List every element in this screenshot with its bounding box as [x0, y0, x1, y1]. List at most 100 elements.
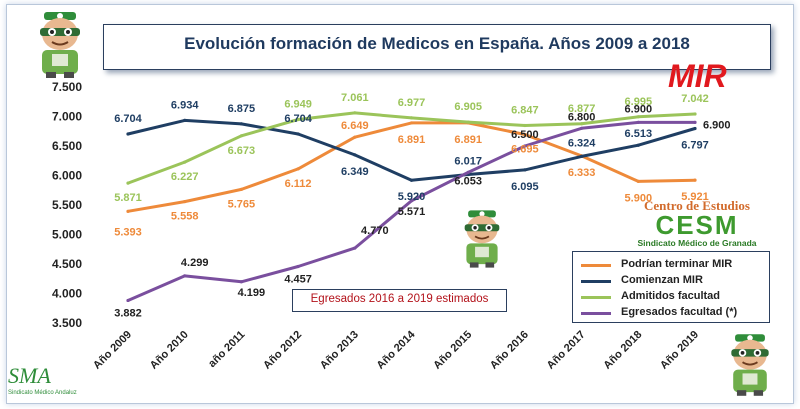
cesm-logo-subtitle: Sindicato Médico de Granada [637, 238, 757, 248]
data-label: 6.900 [625, 103, 653, 115]
data-label: 6.704 [284, 113, 312, 125]
x-tick-label: Año 2013 [318, 329, 361, 372]
data-label: 6.095 [511, 181, 539, 193]
cesm-logo: Centro de Estudios CESM Sindicato Médico… [623, 198, 771, 250]
data-point [523, 144, 527, 148]
data-point [183, 274, 187, 278]
series-lines [126, 111, 697, 303]
data-point [636, 120, 640, 124]
data-point [636, 179, 640, 183]
data-point [296, 117, 300, 122]
data-point [523, 123, 527, 128]
data-label: 6.934 [171, 99, 199, 111]
chart-frame [6, 4, 794, 404]
x-tick-label: Año 2016 [488, 329, 531, 372]
data-label: 6.797 [681, 139, 709, 151]
x-tick-label: Año 2018 [601, 329, 644, 372]
data-label: 6.905 [454, 101, 482, 113]
y-axis: 3.500 4.000 4.500 5.000 5.500 6.000 6.500 7.000… [52, 80, 82, 330]
legend-swatch [581, 296, 611, 299]
data-label: 6.875 [228, 103, 256, 115]
data-label: 5.558 [171, 211, 199, 223]
y-tick-label: 7.500 [52, 80, 82, 94]
data-point [296, 264, 300, 269]
data-point [239, 187, 243, 191]
data-label: 4.770 [361, 225, 389, 237]
x-tick-label: Año 2019 [658, 329, 701, 372]
data-label: 5.871 [114, 192, 142, 204]
data-point [409, 178, 414, 182]
data-label: 4.457 [284, 274, 312, 286]
y-tick-label: 6.500 [52, 139, 82, 153]
data-label: 6.695 [511, 143, 539, 155]
data-point [353, 135, 357, 139]
data-label: 6.017 [454, 155, 482, 167]
cesm-logo-mark: CESM [655, 210, 739, 240]
estimate-note: Egresados 2016 a 2019 estimados [310, 293, 489, 305]
data-point [466, 170, 470, 174]
data-label: 6.649 [341, 120, 369, 132]
data-label: 6.847 [511, 105, 539, 117]
data-label: 6.112 [285, 178, 312, 190]
data-label: 6.900 [703, 119, 731, 131]
data-point [126, 209, 130, 213]
y-tick-label: 4.000 [52, 287, 82, 301]
data-label: 4.299 [181, 257, 209, 269]
x-tick-label: año 2011 [206, 329, 247, 370]
data-label: 5.900 [625, 192, 653, 204]
data-label: 6.891 [454, 134, 482, 146]
data-point [296, 167, 300, 171]
data-label: 6.704 [114, 113, 142, 125]
x-tick-label: Año 2010 [148, 329, 191, 372]
doctor-mascot-icon [731, 334, 769, 396]
y-tick-label: 5.500 [52, 198, 82, 212]
data-point [296, 132, 300, 136]
data-label: 6.333 [568, 167, 596, 179]
data-point [126, 298, 130, 303]
y-tick-label: 3.500 [52, 316, 82, 330]
sma-logo-subtitle: Sindicato Médico Andaluz [8, 390, 77, 396]
data-point [409, 116, 414, 120]
mir-badge: MIR [668, 58, 727, 94]
data-point [353, 111, 357, 115]
data-label: 5.920 [398, 191, 426, 203]
data-label: 6.949 [284, 99, 312, 111]
data-point [126, 181, 130, 185]
data-point [580, 122, 584, 126]
estimate-note-box: Egresados 2016 a 2019 estimados [292, 289, 507, 312]
data-label: 3.882 [114, 307, 142, 319]
data-point [239, 122, 243, 126]
data-label: 5.765 [228, 198, 256, 210]
data-label: 5.393 [114, 226, 142, 238]
x-tick-label: Año 2012 [261, 329, 304, 372]
data-label: 7.042 [681, 93, 709, 105]
doctor-mascot-icon [464, 210, 500, 268]
data-point [466, 120, 470, 124]
data-point [353, 153, 357, 157]
sma-logo: SMA Sindicato Médico Andaluz [6, 363, 86, 399]
data-point [183, 199, 187, 204]
x-tick-label: Año 2014 [375, 328, 419, 372]
cesm-logo-top: Centro de Estudios [644, 198, 750, 213]
data-label: 6.995 [625, 96, 653, 108]
x-axis: Año 2009 Año 2010 año 2011 Año 2012 Año 2013… [91, 328, 701, 372]
data-label: 6.053 [454, 175, 482, 187]
data-point [183, 160, 187, 164]
data-point [409, 199, 414, 203]
data-label: 6.673 [228, 145, 256, 157]
data-label: 6.800 [568, 111, 596, 123]
y-tick-label: 7.000 [52, 110, 82, 124]
y-tick-label: 6.000 [52, 169, 82, 183]
legend: Podrían terminar MIR Comienzan MIR Admitid… [572, 251, 770, 323]
doctor-mascot-icon [40, 12, 80, 78]
data-label: 4.199 [238, 287, 266, 299]
data-label: 6.349 [341, 166, 369, 178]
data-point [693, 120, 697, 124]
data-label: 5.571 [398, 206, 426, 218]
data-point [523, 168, 527, 172]
x-tick-label: Año 2009 [91, 329, 134, 372]
data-label: 6.500 [511, 129, 539, 141]
data-point [580, 154, 584, 158]
